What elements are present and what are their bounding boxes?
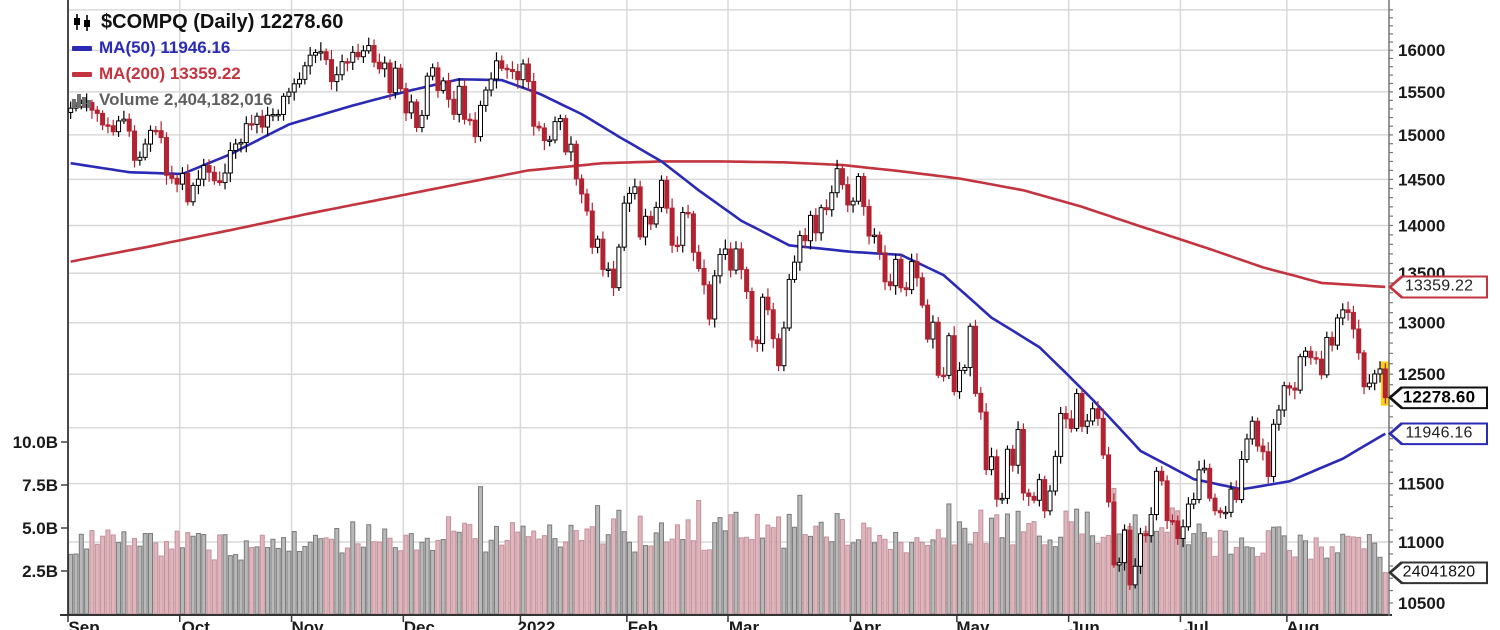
month-label: Jul	[1184, 618, 1209, 630]
month-label: Sep	[68, 618, 99, 630]
ma50-label: MA(50) 11946.16	[99, 38, 231, 57]
ma200-line-swatch	[72, 71, 92, 77]
ma50-line	[70, 77, 1386, 491]
month-label: May	[956, 618, 990, 630]
month-label: Dec	[404, 618, 435, 630]
month-label: Apr	[852, 618, 882, 630]
month-label: Mar	[729, 618, 760, 630]
legend-volume-row: Volume 2,404,182,016	[72, 87, 343, 113]
price-tick-label: 15000	[1398, 126, 1445, 145]
price-tick-label: 15500	[1398, 83, 1445, 102]
month-label: Nov	[291, 618, 324, 630]
symbol-title: $COMPQ (Daily) 12278.60	[101, 10, 344, 33]
axes	[60, 0, 1393, 622]
callout-ma50: 11946.16	[1388, 422, 1488, 446]
volume-tick-label: 10.0B	[13, 433, 58, 452]
callout-ma200: 13359.22	[1388, 275, 1488, 299]
ma200-line	[70, 160, 1386, 289]
price-tick-label: 14500	[1398, 170, 1445, 189]
volume-bars-icon	[72, 94, 91, 108]
legend-ma200-row: MA(200) 13359.22	[72, 61, 343, 87]
volume-tick-label: 2.5B	[22, 562, 58, 581]
ma50-line-swatch	[72, 45, 92, 51]
price-tick-label: 16000	[1398, 41, 1445, 60]
callout-value: 12278.60	[1392, 388, 1486, 408]
month-label: Aug	[1286, 618, 1319, 630]
legend-ma50-row: MA(50) 11946.16	[72, 35, 343, 61]
volume-label: Volume 2,404,182,016	[99, 90, 273, 109]
volume-tick-label: 5.0B	[22, 519, 58, 538]
month-label: 2022	[518, 618, 556, 630]
callout-value: 11946.16	[1392, 424, 1486, 444]
volume-bars	[68, 486, 1388, 615]
candles-layer	[68, 37, 1388, 590]
price-tick-label: 13000	[1398, 314, 1445, 333]
price-tick-label: 11500	[1398, 475, 1444, 494]
callout-value: 13359.22	[1392, 277, 1486, 297]
candlestick-icon	[74, 13, 90, 31]
price-tick-label: 10500	[1398, 594, 1445, 613]
month-label: Jun	[1070, 618, 1100, 630]
month-label: Feb	[628, 618, 658, 630]
callout-value: 24041820	[1392, 563, 1486, 583]
price-tick-label: 12500	[1398, 365, 1445, 384]
legend-symbol-row: $COMPQ (Daily) 12278.60	[72, 9, 343, 35]
callout-volume: 24041820	[1388, 561, 1488, 585]
ma200-label: MA(200) 13359.22	[99, 64, 241, 83]
callout-last-price: 12278.60	[1388, 386, 1488, 410]
volume-tick-label: 7.5B	[22, 476, 58, 495]
price-tick-label: 11000	[1398, 533, 1444, 552]
month-label: Oct	[182, 618, 211, 630]
price-tick-label: 14000	[1398, 216, 1445, 235]
chart-legend: $COMPQ (Daily) 12278.60 MA(50) 11946.16 …	[72, 9, 343, 113]
